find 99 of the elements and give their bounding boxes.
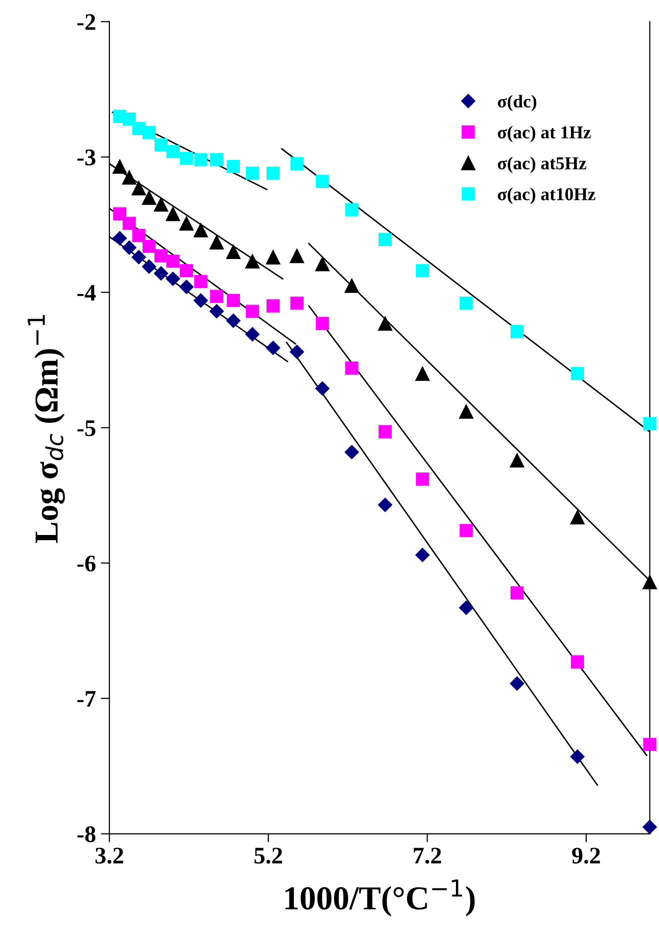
point [112,230,127,246]
point [266,166,280,180]
point [344,278,360,293]
point [226,244,241,260]
point [345,362,358,375]
point [122,112,136,126]
point [344,444,359,460]
y-tick-label: -5 [77,420,96,436]
point [643,738,656,752]
point [315,256,330,272]
point [290,344,304,360]
point [154,266,168,281]
point [193,222,208,238]
point [246,304,260,318]
point [290,157,304,170]
point [142,126,156,140]
point [570,510,585,524]
point [166,144,180,158]
point [226,294,240,308]
y-tick-label: -6 [77,556,96,572]
point [179,280,194,294]
point [180,152,194,165]
point [179,216,194,231]
point [510,452,524,468]
legend-label: σ(ac) at 1Hz [498,126,591,142]
point [266,299,280,312]
y-tick-label: -4 [77,284,96,301]
y-tick-label: -8 [77,826,96,842]
y-axis-title: Log σ$_{dc}$ (Ωm)$^{−1}$ [28,315,65,543]
point [209,234,224,250]
point [132,180,146,196]
point [378,498,392,512]
point [112,159,128,174]
point [226,314,241,328]
point [154,249,168,262]
legend-label: σ(dc) [498,94,536,112]
point [570,749,585,764]
point [226,160,240,174]
point [510,586,524,600]
point [378,316,392,331]
point [142,259,156,274]
point [345,203,358,216]
point [132,250,146,264]
point [416,264,430,278]
x-tick-label: 5.2 [254,848,282,864]
point [122,170,137,185]
point [154,138,168,152]
point [180,264,194,278]
x-tick-label: 7.2 [414,848,442,864]
point [510,324,524,338]
point [642,574,658,590]
point [460,296,473,310]
x-tick-label: 3.2 [96,848,124,864]
point [415,366,430,381]
point [570,366,584,380]
point [194,293,208,308]
point [132,228,146,242]
point [166,254,180,268]
point [460,524,473,538]
point [142,240,156,253]
point [166,272,180,286]
point [246,166,260,180]
point [194,274,208,288]
point [122,240,136,255]
point [415,548,430,562]
point [210,153,224,166]
point [378,232,392,246]
point [416,472,430,486]
point [316,316,329,330]
point [378,425,392,438]
point [245,327,260,342]
point [194,153,208,166]
point [458,404,474,419]
y-tick-label: -7 [77,691,96,707]
point [245,254,260,268]
point [510,676,524,691]
point [113,207,126,220]
point [210,290,224,303]
point [290,296,304,310]
y-tick-label: -3 [77,150,96,166]
legend-label: σ(ac) at5Hz [498,156,586,174]
point [316,174,329,188]
x-axis-title: 1000/T(°C$^{−1}$) [285,880,475,916]
point [290,248,304,264]
y-tick-label: -2 [77,14,96,30]
point [642,820,657,834]
point [154,197,168,212]
x-tick-label: 9.2 [572,848,600,864]
point [142,190,156,205]
point [122,216,136,230]
legend-label: σ(ac) at10Hz [498,188,596,204]
point [166,206,180,222]
point [570,655,584,668]
point [266,340,280,356]
point [266,250,280,264]
point [643,417,656,430]
point [209,304,224,319]
point [458,600,474,615]
point [315,381,330,396]
